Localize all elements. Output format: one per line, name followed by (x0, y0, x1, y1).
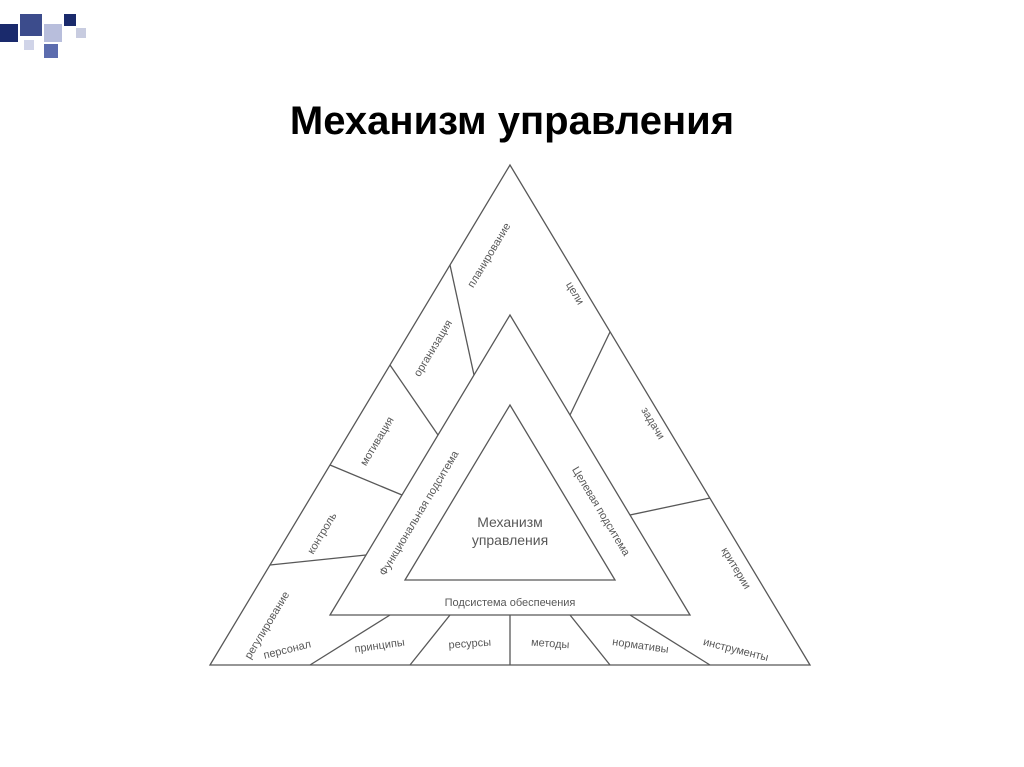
outer-bottom-5: инструменты (702, 636, 770, 664)
outer-left-0: планирование (465, 221, 513, 290)
center-label-line1: Механизм (477, 514, 543, 530)
slide-title: Механизм управления (0, 99, 1024, 144)
outer-triangle (210, 165, 810, 665)
outer-bottom-0: персонал (262, 638, 312, 661)
outer-bottom-2: ресурсы (448, 637, 491, 652)
outer-bottom-1: принципы (354, 637, 406, 656)
outer-right-1: задачи (638, 405, 666, 441)
middle-label-right: Целевая подситема (569, 465, 632, 559)
mechanism-triangle-diagram: .ln { stroke:#585858; stroke-width:1.3; … (170, 145, 850, 705)
outer-left-3: контроль (305, 510, 339, 556)
outer-left-1: организация (412, 318, 455, 379)
outer-right-0: цели (563, 280, 586, 307)
outer-left-2: мотивация (358, 415, 397, 468)
outer-right-2: критерии (718, 545, 752, 591)
middle-label-bottom: Подсистема обеспечения (445, 597, 576, 609)
center-label-line2: управления (472, 532, 548, 548)
outer-bottom-4: нормативы (612, 636, 670, 656)
slide-corner-decor (0, 0, 190, 80)
outer-bottom-3: методы (531, 637, 570, 652)
middle-label-left: Функциональная подситема (377, 448, 462, 578)
